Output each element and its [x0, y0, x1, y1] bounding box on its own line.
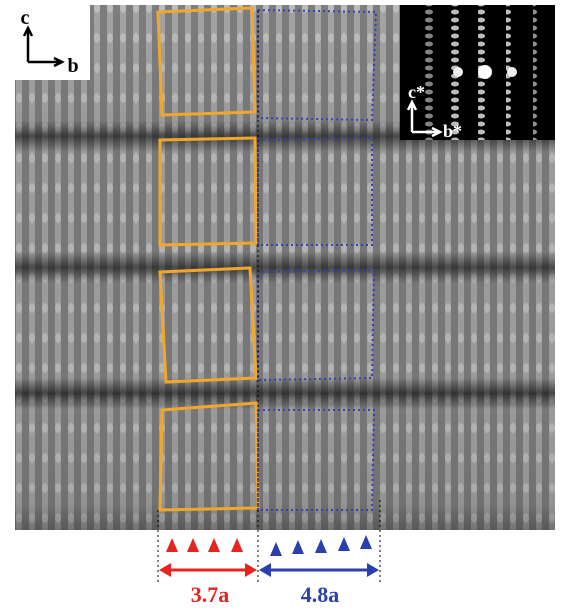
figure: c b c* b* [0, 0, 570, 610]
axis-label: b [67, 55, 78, 77]
red-markers [166, 538, 243, 552]
spacing-label: 4.8a [301, 582, 340, 607]
diffraction-inset: c* b* [400, 5, 555, 141]
axis-label: c [21, 7, 30, 29]
blue-arrow [259, 563, 379, 577]
blue-markers [270, 535, 372, 556]
axis-key: c b [15, 5, 90, 80]
spacing-label: 3.7a [191, 582, 230, 607]
page: {"axes": {"vertical": "c", "horizontal":… [0, 0, 570, 610]
red-arrow [159, 563, 257, 577]
inset-axis-label: b* [443, 121, 462, 141]
inset-axis-label: c* [408, 82, 425, 102]
